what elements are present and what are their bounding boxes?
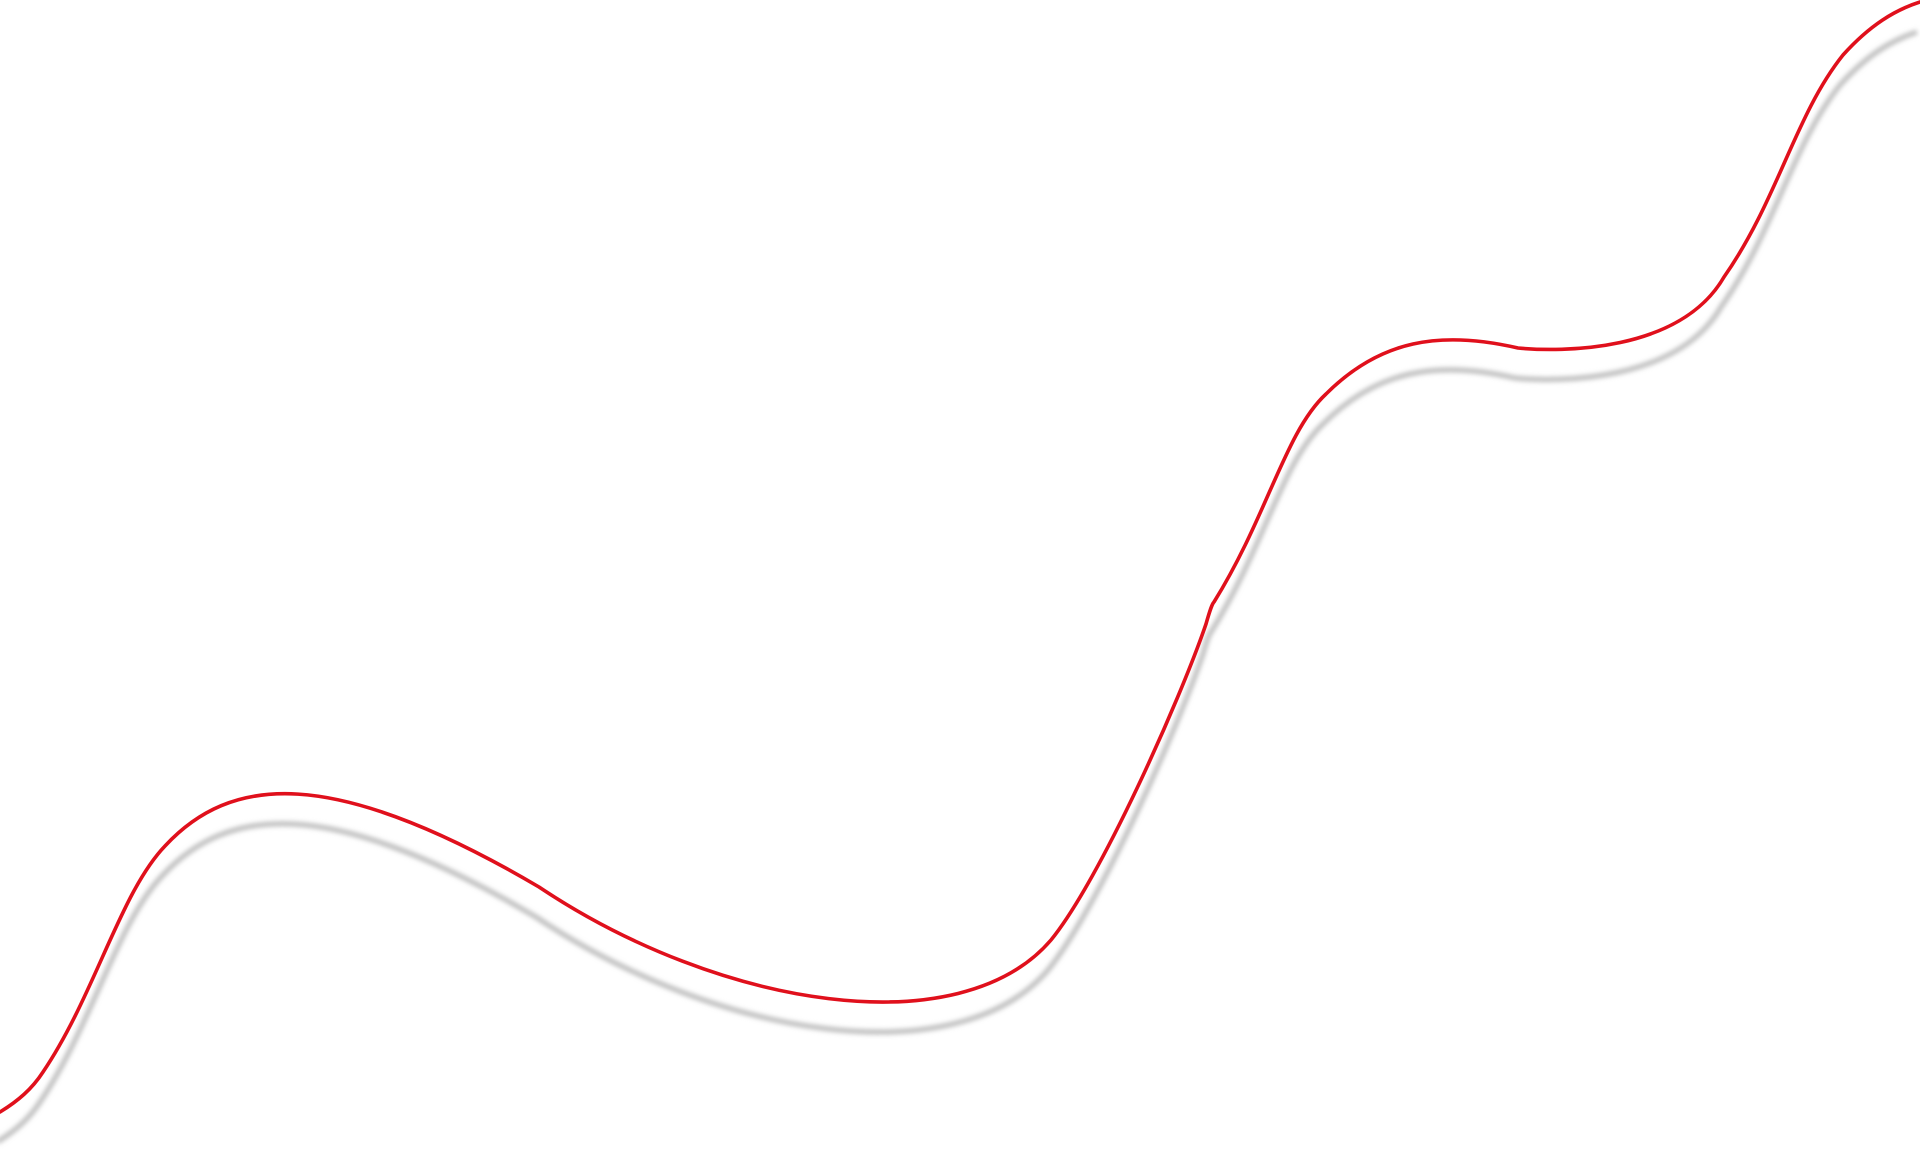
shadow-path [0,29,1918,1144]
curve-shadow [0,29,1918,1144]
red-curve [0,0,1920,1114]
